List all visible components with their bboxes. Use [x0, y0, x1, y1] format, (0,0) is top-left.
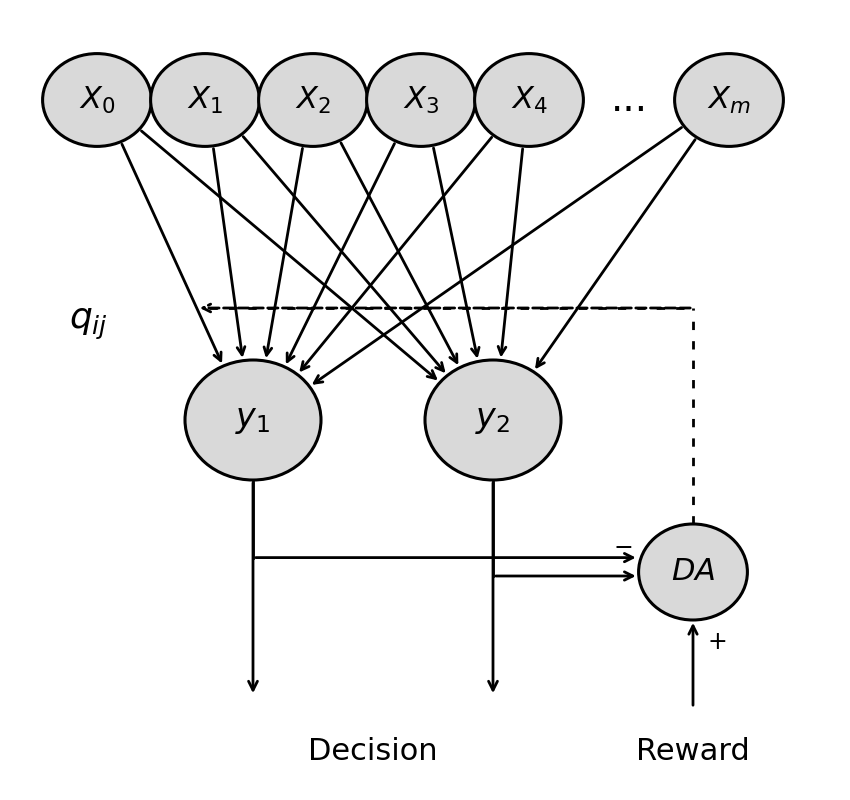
Ellipse shape [258, 54, 367, 146]
Ellipse shape [638, 524, 747, 620]
Text: $X_{0}$: $X_{0}$ [79, 85, 115, 115]
Text: ...: ... [610, 81, 648, 119]
Text: Decision: Decision [309, 738, 438, 766]
Ellipse shape [150, 54, 259, 146]
Text: $X_{4}$: $X_{4}$ [511, 85, 547, 115]
Ellipse shape [185, 360, 321, 480]
Ellipse shape [675, 54, 784, 146]
Text: $y_{2}$: $y_{2}$ [475, 404, 511, 436]
Text: $DA$: $DA$ [671, 557, 715, 587]
Ellipse shape [425, 360, 561, 480]
Text: $X_{3}$: $X_{3}$ [403, 85, 439, 115]
Text: $q_{ij}$: $q_{ij}$ [69, 306, 108, 342]
Text: $-$: $-$ [613, 534, 632, 558]
Ellipse shape [42, 54, 151, 146]
Ellipse shape [474, 54, 583, 146]
Text: $X_{2}$: $X_{2}$ [295, 85, 331, 115]
Text: $X_{m}$: $X_{m}$ [707, 85, 751, 115]
Ellipse shape [366, 54, 475, 146]
Text: Reward: Reward [636, 738, 750, 766]
Text: $y_{1}$: $y_{1}$ [235, 404, 270, 436]
Text: $X_{1}$: $X_{1}$ [187, 85, 223, 115]
Text: $+$: $+$ [706, 630, 726, 654]
